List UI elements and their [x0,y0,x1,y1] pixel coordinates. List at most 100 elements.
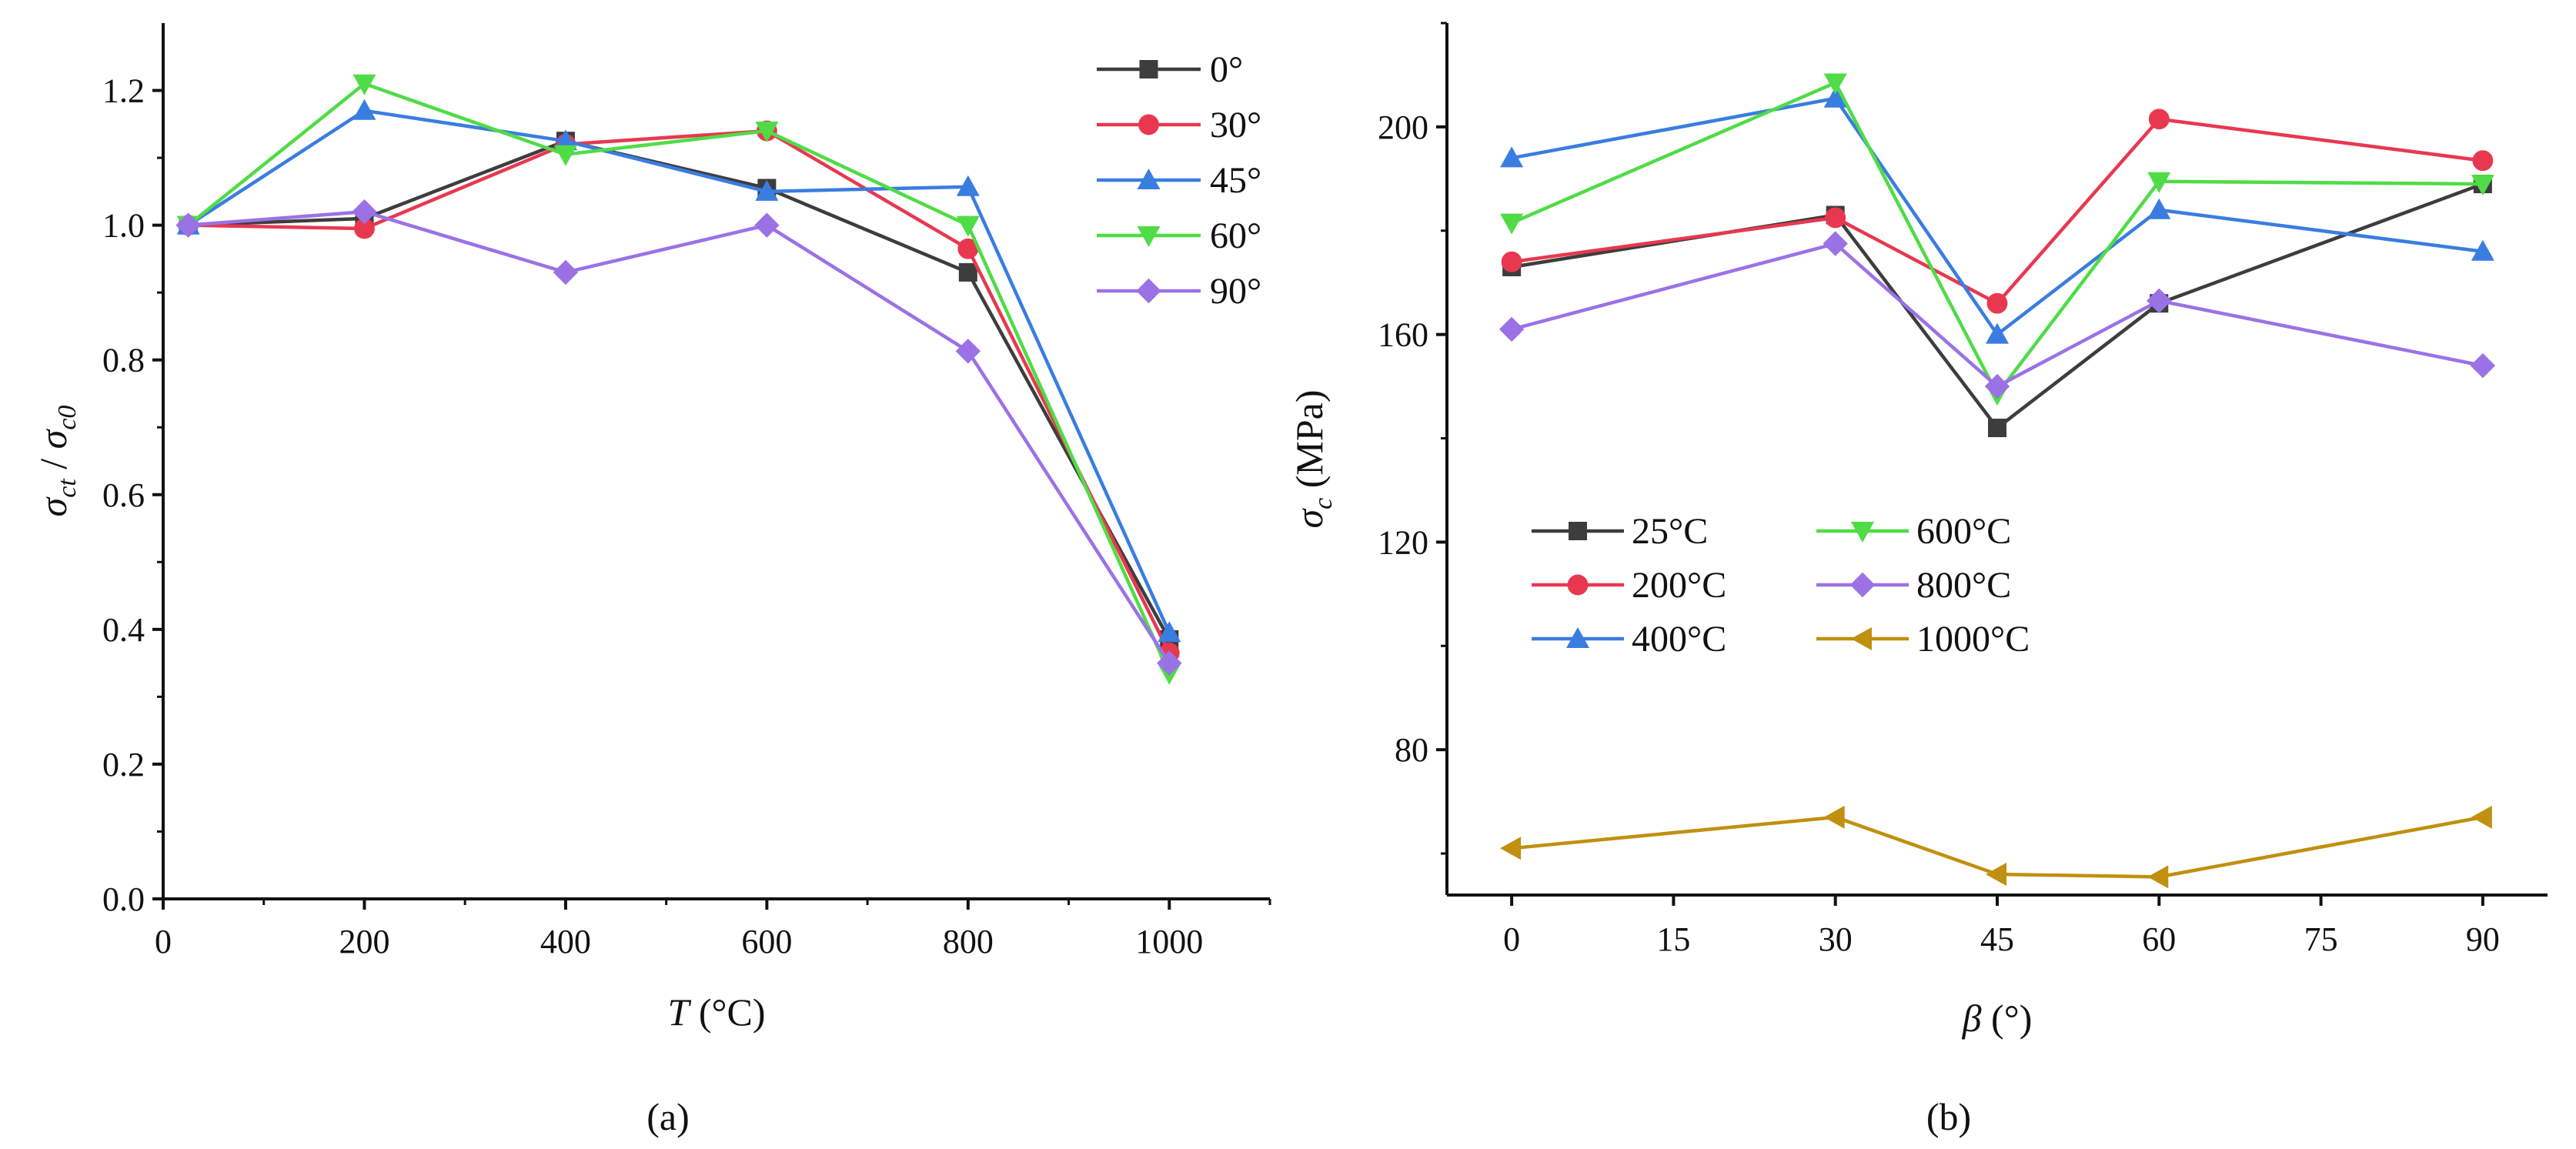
panel-b-data-point [1825,207,1846,229]
panel-b-data-point [1501,251,1522,272]
panel-b-x-tick-label: 15 [1656,920,1690,958]
panel-a-data-point [175,212,201,238]
panel-a-legend-label: 45° [1210,160,1261,201]
panel-b-data-point [1986,292,2008,314]
panel-a-series-line [187,82,1171,674]
panel-a-legend-marker [1137,169,1161,189]
panel-b-x-tick-label: 0 [1503,920,1520,958]
panel-b-data-point [1986,322,2009,344]
panel-a-y-tick-label: 0.2 [102,746,145,783]
panel-b-data-point [1986,863,2006,887]
panel-b-legend-marker [1567,574,1589,596]
panel-b-legend-label: 400°C [1632,619,1726,660]
panel-b-data-point [2472,150,2494,172]
panel-b-legend-marker [1851,627,1872,650]
panel-b-data-point [2148,109,2170,130]
panel-b-legend-label: 25°C [1632,511,1708,552]
panel-a-data-point [755,122,779,143]
panel-a-x-axis-label: T (°C) [668,990,766,1034]
panel-a-legend-label: 30° [1210,105,1261,145]
panel-a-x-tick-label: 400 [540,923,591,960]
panel-b-series [1501,109,2494,314]
panel-a-data-point [553,259,579,286]
panel-b-data-point [2147,172,2171,193]
panel-b-y-axis-symbol: σ [1288,508,1331,529]
panel-b-data-point [2147,288,2172,314]
panel-b-legend-marker [1569,522,1587,540]
panel-b-data-point [2471,805,2492,829]
panel-a-legend-label: 90° [1210,271,1261,312]
panel-a-legend-marker [1138,114,1159,135]
panel-a: 0.0 0.2 0.4 0.6 0.8 1.0 1.2 0 200 400 600 800 1000 T … [32,23,1271,1138]
panel-b-data-point [1823,73,1847,95]
panel-b-series [1500,73,2494,406]
panel-a-data-point [1158,621,1181,643]
panel-a-y-axis-den-symbol: σ [32,428,75,449]
panel-a-series-line [188,139,1171,641]
panel-a-data-point [754,212,780,238]
panel-b-series [1500,86,2494,344]
panel-b-legend-label: 200°C [1632,565,1726,606]
panel-b-x-tick-label: 60 [2142,920,2176,958]
panel-a-legend-marker [1137,226,1161,247]
panel-a-data-point [958,262,977,282]
panel-b-legend-marker [1566,627,1589,648]
panel-a-series-line [188,209,1171,664]
panel-a-y-axis-slash: / [32,449,75,479]
panel-b-y-tick-label: 120 [1378,523,1428,561]
panel-a-series [178,120,1180,663]
panel-b-series-line [1511,117,2484,306]
panel-a-y-tick-label: 1.2 [102,72,145,110]
panel-b-data-point [1988,419,2006,438]
panel-b-data-point [1823,86,1847,108]
panel-b-x-tick-label: 75 [2304,920,2338,958]
panel-a-data-point [354,218,375,239]
panel-a-x-tick-label: 600 [741,923,792,960]
panel-a-x-tick-label: 200 [339,923,389,960]
panel-a-y-tick-label: 0.6 [102,476,145,514]
panel-a-y-axis-num-symbol: σ [32,496,75,516]
panel-a-data-point [352,199,377,225]
panel-b-data-point [1500,146,1524,168]
panel-b-x-tick-label: 45 [1980,920,2014,958]
panel-a-data-point [956,215,980,237]
panel-a-legend-label: 0° [1210,49,1243,90]
panel-b-data-point [1823,805,1845,829]
panel-a-legend-label: 60° [1210,215,1261,256]
panel-b-x-tick-label: 30 [1819,920,1853,958]
panel-b-legend-label: 600°C [1916,511,2011,552]
panel-a-x-tick-label: 0 [155,923,172,960]
panel-a-data-point [956,175,980,196]
panel-b-series [1500,805,2492,889]
panel-b-x-axis-symbol: β [1962,997,1982,1040]
panel-a-series-line [187,109,1171,634]
panel-b-y-axis-unit: (MPa) [1288,389,1331,497]
panel-b-series-line [1511,242,2484,389]
panel-b-legend: 25°C 200°C 400°C 600°C 800°C 1000°C [1532,511,2030,660]
panel-a-x-tick-label: 1000 [1135,923,1203,960]
panel-b-y-axis-subscript: c [1309,498,1338,509]
panel-a-data-point [352,99,376,120]
panel-a-data-point [352,74,376,95]
panel-a-series [179,132,1179,649]
panel-a-series-line [188,129,1171,654]
panel-a-legend-marker [1136,278,1161,304]
panel-b-y-tick-label: 80 [1395,731,1428,769]
panel-b-series [1498,231,2496,399]
panel-b: 80 120 160 200 0 15 30 45 60 75 90 β (°) σc (MPa) 25°… [1288,22,2548,1138]
panel-b-x-axis-unit: (°) [1982,997,2033,1040]
panel-b-x-axis-label: β (°) [1962,997,2033,1040]
panel-a-data-point [955,339,981,364]
panel-a-series [175,199,1182,676]
panel-b-legend-label: 800°C [1916,565,2011,606]
panel-a-y-tick-label: 0.0 [102,880,145,918]
panel-a-data-point [755,179,779,201]
panel-b-caption: (b) [1926,1095,1971,1138]
panel-a-y-tick-label: 1.0 [102,207,145,245]
panel-b-data-point [2147,198,2171,219]
panel-a-y-tick-label: 0.4 [102,611,145,649]
panel-b-data-point [1984,373,2010,399]
panel-b-data-point [2471,175,2494,196]
panel-b-data-point [1823,231,1848,256]
